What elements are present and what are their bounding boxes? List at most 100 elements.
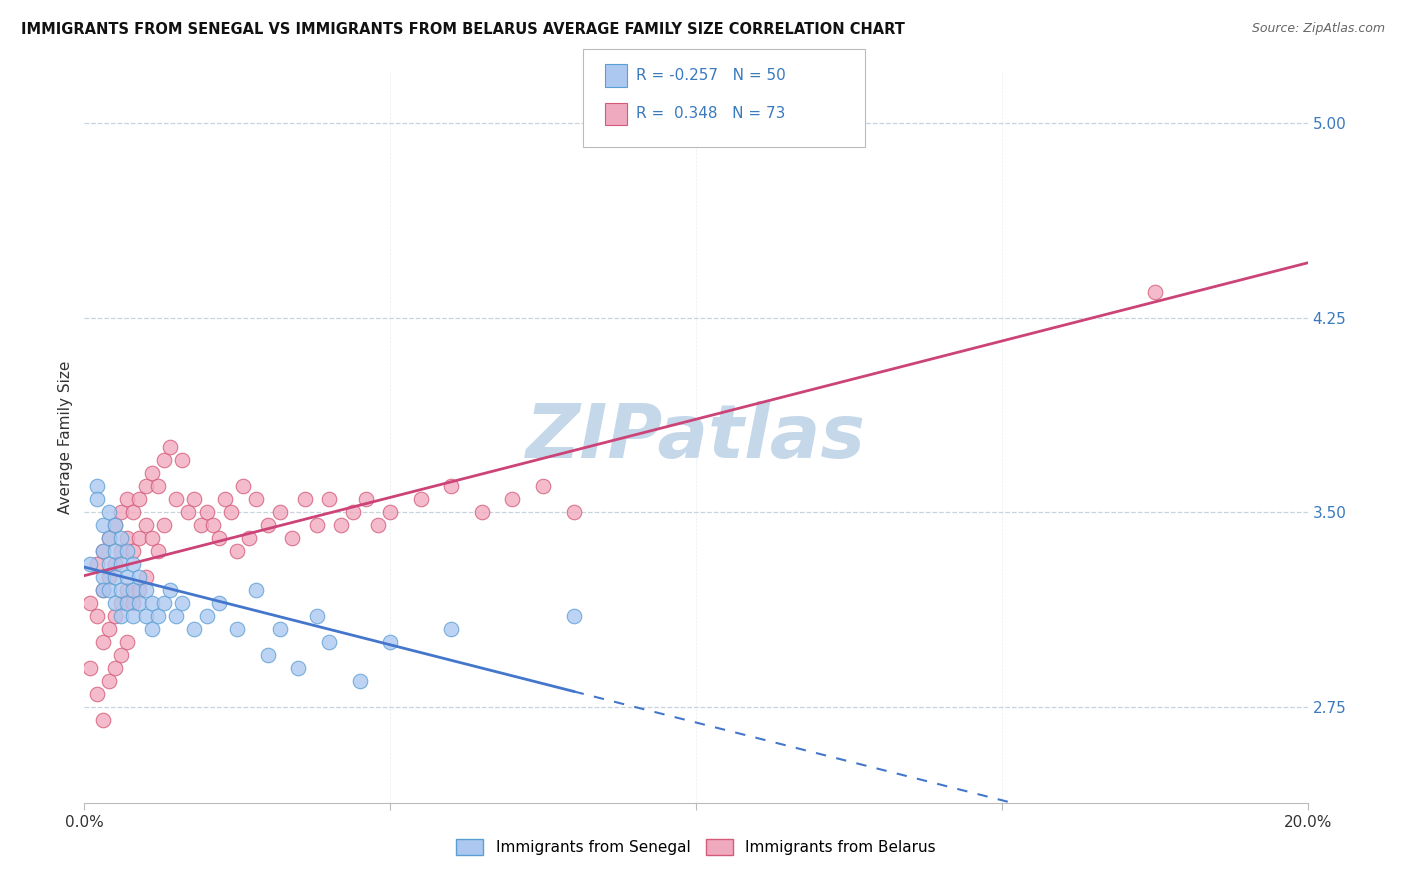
Point [562, 609, 585, 624]
Point [128, 583, 150, 598]
Text: R =  0.348   N = 73: R = 0.348 N = 73 [636, 106, 785, 121]
Point [135, 570, 157, 584]
Point [294, 492, 316, 507]
Point [128, 531, 150, 545]
Legend: Immigrants from Senegal, Immigrants from Belarus: Immigrants from Senegal, Immigrants from… [450, 833, 942, 861]
Point [172, 596, 194, 610]
Point [318, 492, 340, 507]
Point [367, 518, 389, 533]
Point [305, 609, 328, 624]
Point [110, 596, 132, 610]
Point [86, 492, 108, 507]
Point [122, 557, 145, 571]
Point [349, 673, 371, 688]
Point [91, 518, 114, 533]
Point [159, 583, 181, 598]
Point [91, 635, 114, 649]
Point [183, 622, 205, 636]
Point [172, 453, 194, 467]
Point [97, 531, 120, 545]
Point [135, 583, 157, 598]
Point [91, 713, 114, 727]
Point [471, 505, 494, 519]
Point [330, 518, 353, 533]
Point [190, 518, 212, 533]
Point [440, 479, 463, 493]
Point [159, 441, 181, 455]
Point [165, 609, 187, 624]
Point [380, 505, 402, 519]
Point [115, 635, 138, 649]
Point [195, 505, 218, 519]
Point [122, 609, 145, 624]
Point [128, 596, 150, 610]
Point [86, 687, 108, 701]
Point [110, 583, 132, 598]
Point [269, 505, 291, 519]
Point [245, 492, 267, 507]
Point [165, 492, 187, 507]
Point [110, 557, 132, 571]
Text: R = -0.257   N = 50: R = -0.257 N = 50 [636, 68, 786, 83]
Point [153, 518, 176, 533]
Point [86, 609, 108, 624]
Point [79, 661, 101, 675]
Point [257, 648, 280, 662]
Point [226, 622, 249, 636]
Point [91, 544, 114, 558]
Point [115, 570, 138, 584]
Text: ZIPatlas: ZIPatlas [526, 401, 866, 474]
Point [97, 505, 120, 519]
Point [354, 492, 377, 507]
Point [115, 492, 138, 507]
Point [115, 531, 138, 545]
Point [122, 505, 145, 519]
Point [183, 492, 205, 507]
Point [531, 479, 554, 493]
Point [141, 531, 163, 545]
Point [97, 622, 120, 636]
Point [409, 492, 432, 507]
Point [1143, 285, 1166, 299]
Point [146, 609, 169, 624]
Point [177, 505, 200, 519]
Point [562, 505, 585, 519]
Point [97, 673, 120, 688]
Point [104, 596, 127, 610]
Point [219, 505, 242, 519]
Point [195, 609, 218, 624]
Point [269, 622, 291, 636]
Point [281, 531, 304, 545]
Point [238, 531, 260, 545]
Point [135, 609, 157, 624]
Point [153, 596, 176, 610]
Point [104, 609, 127, 624]
Point [110, 544, 132, 558]
Point [342, 505, 364, 519]
Point [115, 544, 138, 558]
Point [97, 557, 120, 571]
Point [104, 661, 127, 675]
Point [141, 467, 163, 481]
Point [86, 557, 108, 571]
Point [502, 492, 524, 507]
Point [146, 479, 169, 493]
Point [91, 544, 114, 558]
Point [115, 596, 138, 610]
Text: IMMIGRANTS FROM SENEGAL VS IMMIGRANTS FROM BELARUS AVERAGE FAMILY SIZE CORRELATI: IMMIGRANTS FROM SENEGAL VS IMMIGRANTS FR… [21, 22, 905, 37]
Point [245, 583, 267, 598]
Text: Source: ZipAtlas.com: Source: ZipAtlas.com [1251, 22, 1385, 36]
Point [226, 544, 249, 558]
Point [97, 531, 120, 545]
Point [122, 583, 145, 598]
Point [287, 661, 309, 675]
Point [110, 648, 132, 662]
Point [122, 596, 145, 610]
Point [146, 544, 169, 558]
Point [318, 635, 340, 649]
Point [97, 570, 120, 584]
Point [208, 531, 231, 545]
Point [91, 583, 114, 598]
Point [128, 570, 150, 584]
Point [86, 479, 108, 493]
